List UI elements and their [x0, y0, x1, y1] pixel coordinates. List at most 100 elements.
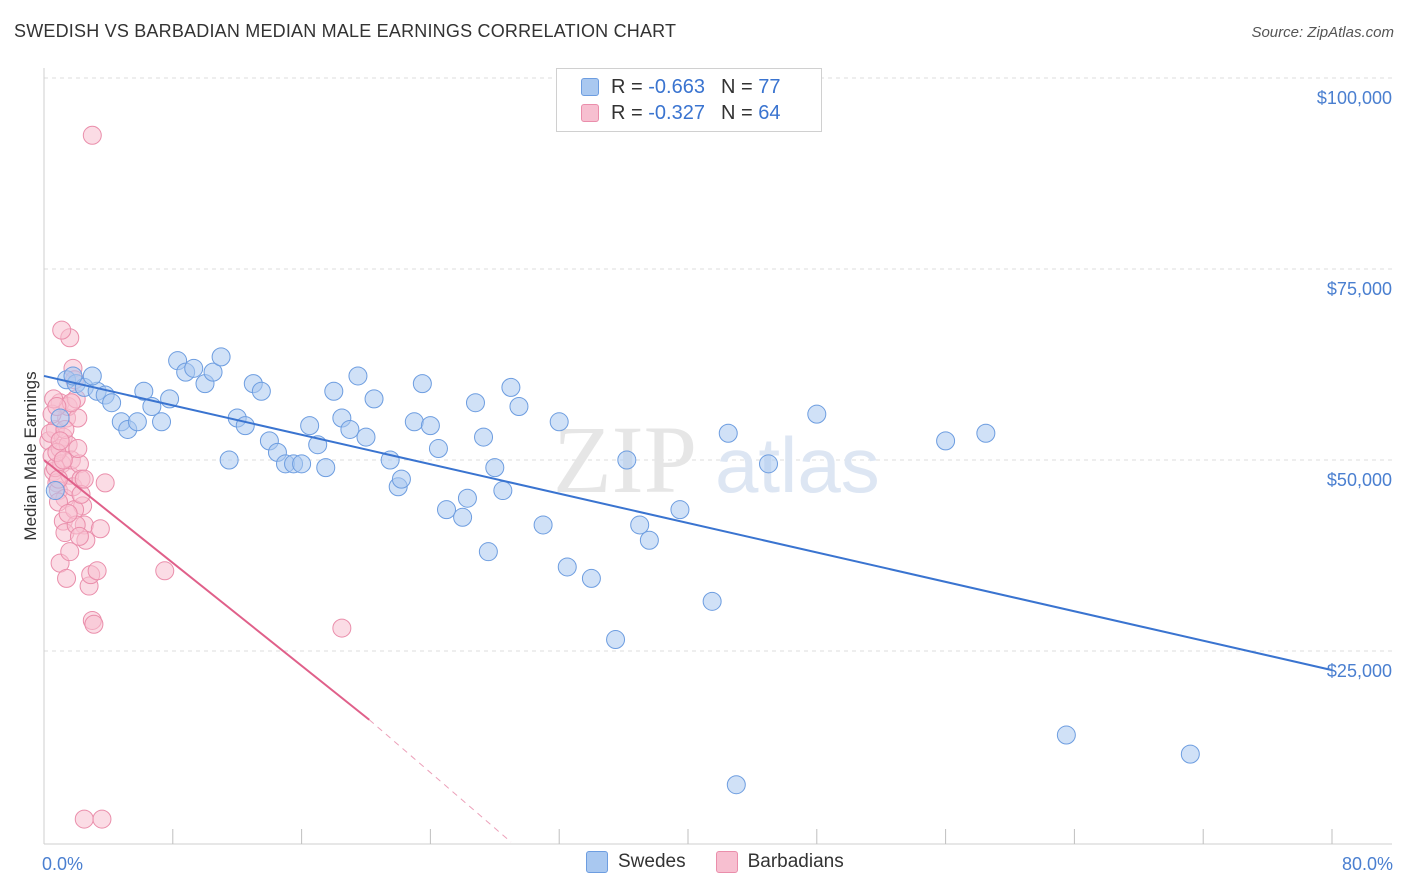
swedes-point — [549, 412, 569, 432]
barbadians-point — [90, 519, 110, 539]
trend-lines — [43, 374, 1333, 843]
swedes-point — [670, 500, 690, 520]
swedes-point — [428, 439, 448, 459]
swedes-point — [316, 458, 336, 478]
swedes-point — [639, 530, 659, 550]
y-axis-title: Median Male Earnings — [21, 371, 40, 540]
swedes-point — [581, 568, 601, 588]
swedes-point — [340, 419, 360, 439]
barbadians-trend-extension — [368, 719, 512, 843]
legend-n-label: N = — [720, 75, 753, 98]
correlation-legend: R = -0.663 N = 77 R = -0.327 N = 64 — [556, 68, 822, 132]
swedes-point — [391, 469, 411, 489]
legend-item-barbadians[interactable]: Barbadians — [715, 851, 844, 873]
legend-row-barbadians: R = -0.327 N = 64 — [581, 100, 780, 126]
legend-r-label: R = — [611, 75, 643, 98]
y-tick-labels: $100,000 $75,000 $50,000 $25,000 — [1317, 88, 1392, 681]
swedes-point — [219, 450, 239, 470]
watermark-atlas: atlas — [715, 421, 880, 509]
y-tick-label: $50,000 — [1327, 470, 1392, 490]
x-tick-label-min: 0.0% — [42, 854, 83, 874]
source-label: Source: ZipAtlas.com — [1251, 24, 1394, 41]
swedes-point — [936, 431, 956, 451]
x-tick-labels: 0.0% 80.0% — [42, 854, 1393, 874]
legend-label-barbadians: Barbadians — [747, 851, 844, 872]
barbadians-point — [58, 503, 78, 523]
chart-title: SWEDISH VS BARBADIAN MEDIAN MALE EARNING… — [14, 21, 677, 41]
swedes-point — [420, 416, 440, 436]
legend-r-label: R = — [611, 101, 643, 124]
swedes-point — [807, 404, 827, 424]
swedes-point — [976, 423, 996, 443]
swedes-point — [203, 362, 223, 382]
swedes-point — [485, 458, 505, 478]
legend-r-value: -0.663 — [648, 75, 705, 98]
y-tick-label: $100,000 — [1317, 88, 1392, 108]
swedes-point — [1056, 725, 1076, 745]
swedes-point — [606, 630, 626, 650]
swedes-point — [493, 481, 513, 501]
swedes-point — [82, 366, 102, 386]
y-tick-label: $75,000 — [1327, 279, 1392, 299]
legend-n-value: 77 — [758, 75, 781, 98]
swedes-point — [702, 591, 722, 611]
watermark: ZIP atlas — [553, 406, 880, 513]
swedes-point — [251, 381, 271, 401]
swedes-point — [412, 374, 432, 394]
barbadians-point — [57, 568, 77, 588]
swedes-point — [453, 507, 473, 527]
swedes-point — [404, 412, 424, 432]
barbadians-point — [155, 561, 175, 581]
barbadians-point — [74, 469, 94, 489]
swedes-point — [437, 500, 456, 520]
swedes-points — [45, 347, 1200, 795]
swedes-swatch — [581, 78, 599, 96]
swedes-point — [509, 397, 529, 417]
barbadians-point — [68, 439, 88, 459]
legend-item-swedes[interactable]: Swedes — [586, 851, 686, 873]
legend-r-value: -0.327 — [648, 101, 705, 124]
series-legend: Swedes Barbadians — [586, 851, 874, 873]
swedes-point — [127, 412, 147, 432]
swedes-point — [630, 515, 650, 535]
swedes-point — [718, 423, 738, 443]
swedes-point — [533, 515, 553, 535]
swedes-point — [300, 416, 320, 436]
barbadians-point — [50, 431, 70, 451]
swedes-legend-swatch — [586, 851, 608, 873]
swedes-point — [235, 416, 255, 436]
swedes-point — [457, 488, 477, 508]
barbadians-point — [52, 320, 72, 340]
barbadians-point — [60, 542, 80, 562]
swedes-point — [152, 412, 172, 432]
barbadians-point — [82, 125, 102, 145]
y-tick-label: $25,000 — [1327, 661, 1392, 681]
swedes-point — [184, 358, 204, 378]
barbadians-point — [87, 561, 107, 581]
swedes-point — [292, 454, 312, 474]
swedes-point — [134, 381, 154, 401]
swedes-point — [759, 454, 778, 474]
barbadians-point — [332, 618, 352, 638]
legend-row-swedes: R = -0.663 N = 77 — [581, 74, 780, 100]
barbadians-legend-swatch — [715, 851, 738, 873]
swedes-point — [364, 389, 384, 409]
barbadians-point — [84, 614, 104, 634]
x-tick-label-max: 80.0% — [1342, 854, 1393, 874]
swedes-trend-line — [43, 374, 1333, 672]
swedes-point — [474, 427, 494, 447]
swedes-point — [50, 408, 70, 428]
swedes-point — [356, 427, 376, 447]
barbadians-point — [92, 809, 112, 829]
barbadians-trend-line — [43, 459, 370, 721]
legend-n-value: 64 — [758, 101, 781, 124]
swedes-point — [478, 542, 498, 562]
swedes-point — [617, 450, 637, 470]
swedes-point — [102, 393, 122, 413]
swedes-point — [465, 393, 485, 413]
barbadians-point — [69, 526, 89, 546]
legend-label-swedes: Swedes — [618, 851, 686, 872]
swedes-point — [1180, 744, 1200, 764]
swedes-point — [726, 775, 746, 795]
